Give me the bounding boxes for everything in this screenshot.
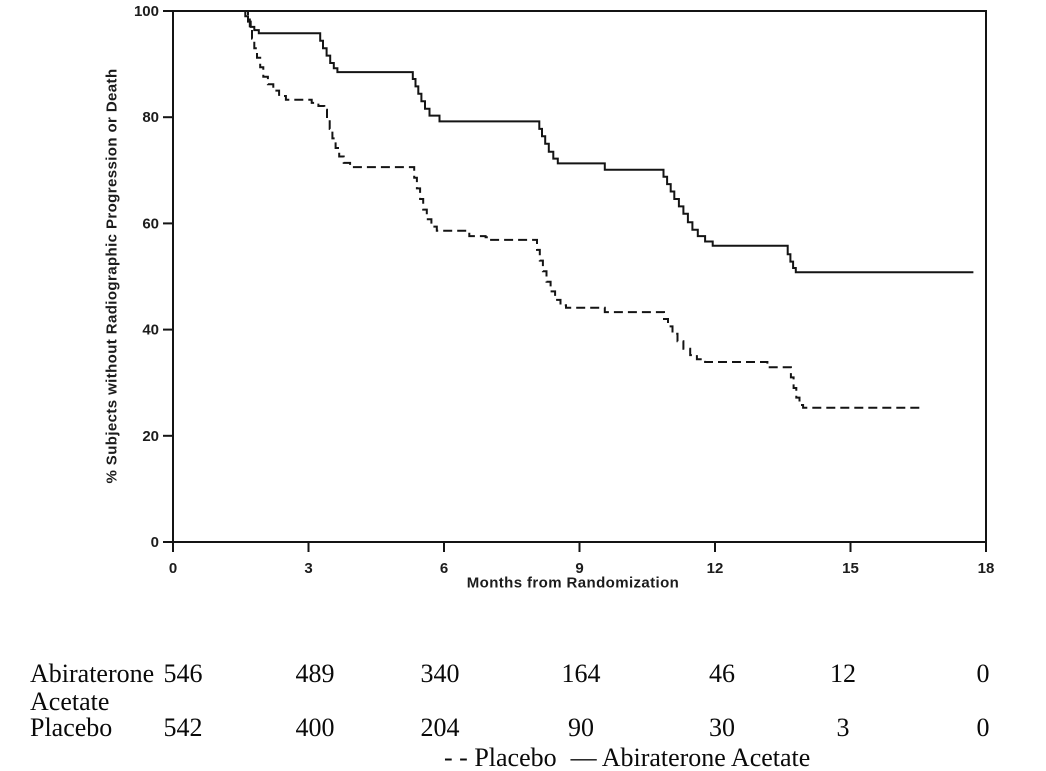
risk-count: 30 [709, 713, 735, 742]
y-tick-label: 60 [142, 215, 159, 232]
risk-count: 489 [295, 659, 335, 688]
risk-count: 46 [709, 659, 735, 688]
x-tick-label: 0 [169, 560, 177, 577]
risk-count: 12 [830, 659, 856, 688]
risk-row-label: Abiraterone [30, 659, 155, 688]
x-tick-label: 12 [707, 560, 724, 577]
risk-row-label: Placebo [30, 713, 113, 742]
x-tick-label: 9 [575, 560, 583, 577]
y-tick-label: 80 [142, 109, 159, 126]
y-tick-label: 0 [151, 534, 159, 551]
plot-frame [172, 10, 987, 543]
legend-item-placebo: - - Placebo [444, 743, 557, 771]
y-tick-label: 40 [142, 322, 159, 339]
km-chart: 0 3 6 9 12 15 18 0 20 40 60 80 100 [134, 3, 995, 577]
risk-count: 90 [568, 713, 594, 742]
chart-legend: - - Placebo — Abiraterone Acetate [444, 743, 810, 771]
risk-count: 0 [976, 659, 990, 688]
y-axis-label: % Subjects without Radiographic Progress… [103, 68, 121, 484]
y-tick-label: 20 [142, 428, 159, 445]
risk-count: 340 [420, 659, 460, 688]
x-axis-label: Months from Randomization [466, 574, 680, 592]
x-tick-label: 6 [440, 560, 448, 577]
risk-count: 3 [836, 713, 850, 742]
legend-item-abiraterone-acetate: — Abiraterone Acetate [570, 743, 811, 771]
risk-row-label: Acetate [30, 687, 110, 716]
placebo-curve [173, 10, 923, 409]
risk-count: 546 [163, 659, 203, 688]
y-tick-label: 100 [134, 3, 159, 20]
risk-count: 0 [976, 713, 990, 742]
x-tick-label: 3 [304, 560, 312, 577]
abiraterone-acetate-curve [173, 10, 974, 274]
risk-count: 542 [163, 713, 203, 742]
risk-count: 400 [295, 713, 335, 742]
x-tick-label: 15 [842, 560, 859, 577]
risk-count: 164 [561, 659, 601, 688]
risk-count: 204 [420, 713, 460, 742]
x-tick-label: 18 [978, 560, 995, 577]
